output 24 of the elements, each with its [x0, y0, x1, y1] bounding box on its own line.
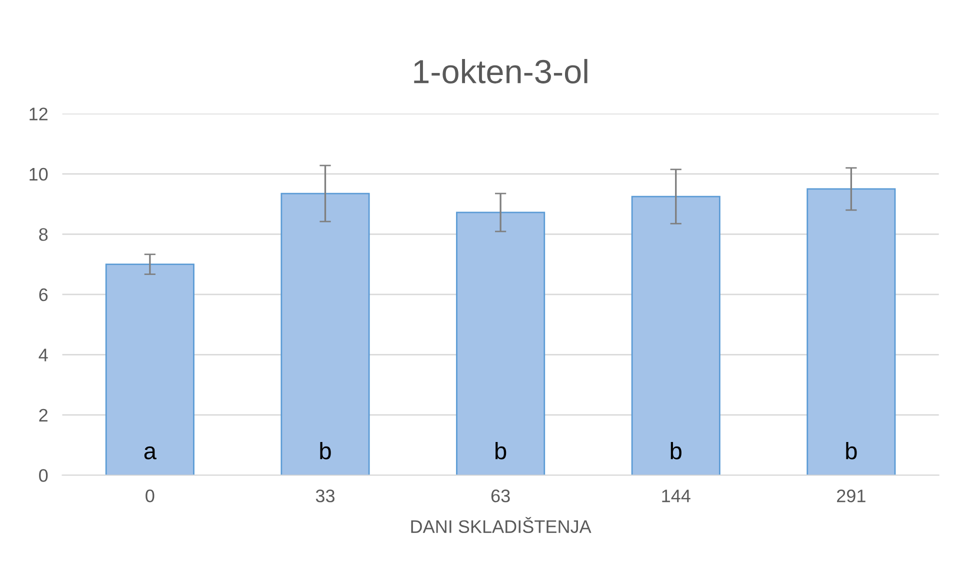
data-label: b	[496, 442, 506, 460]
x-axis-title: DANI SKLADIŠTENJA	[411, 517, 592, 534]
x-tick-label: 144	[662, 490, 690, 502]
bar	[280, 192, 370, 476]
x-tick-label: 63	[491, 490, 510, 502]
data-label: b	[846, 442, 857, 460]
y-tick-label: 8	[39, 228, 48, 241]
chart-title: 1-okten-3-ol	[414, 58, 588, 84]
y-tick-label: 4	[38, 348, 48, 362]
data-label: b	[670, 442, 682, 460]
bar	[631, 196, 720, 476]
data-label: b	[320, 442, 331, 460]
y-tick-label: 12	[30, 108, 48, 120]
y-tick-label: 10	[30, 168, 48, 181]
bar	[806, 188, 896, 476]
x-tick-label: 291	[837, 490, 866, 502]
y-tick-label: 0	[39, 469, 48, 482]
y-tick-label: 2	[39, 408, 48, 422]
x-tick-label: 0	[146, 490, 154, 502]
data-label: a	[144, 446, 156, 460]
x-tick-label: 33	[316, 490, 334, 502]
bar	[456, 212, 546, 476]
bar	[105, 264, 194, 476]
y-tick-label: 6	[39, 288, 48, 302]
